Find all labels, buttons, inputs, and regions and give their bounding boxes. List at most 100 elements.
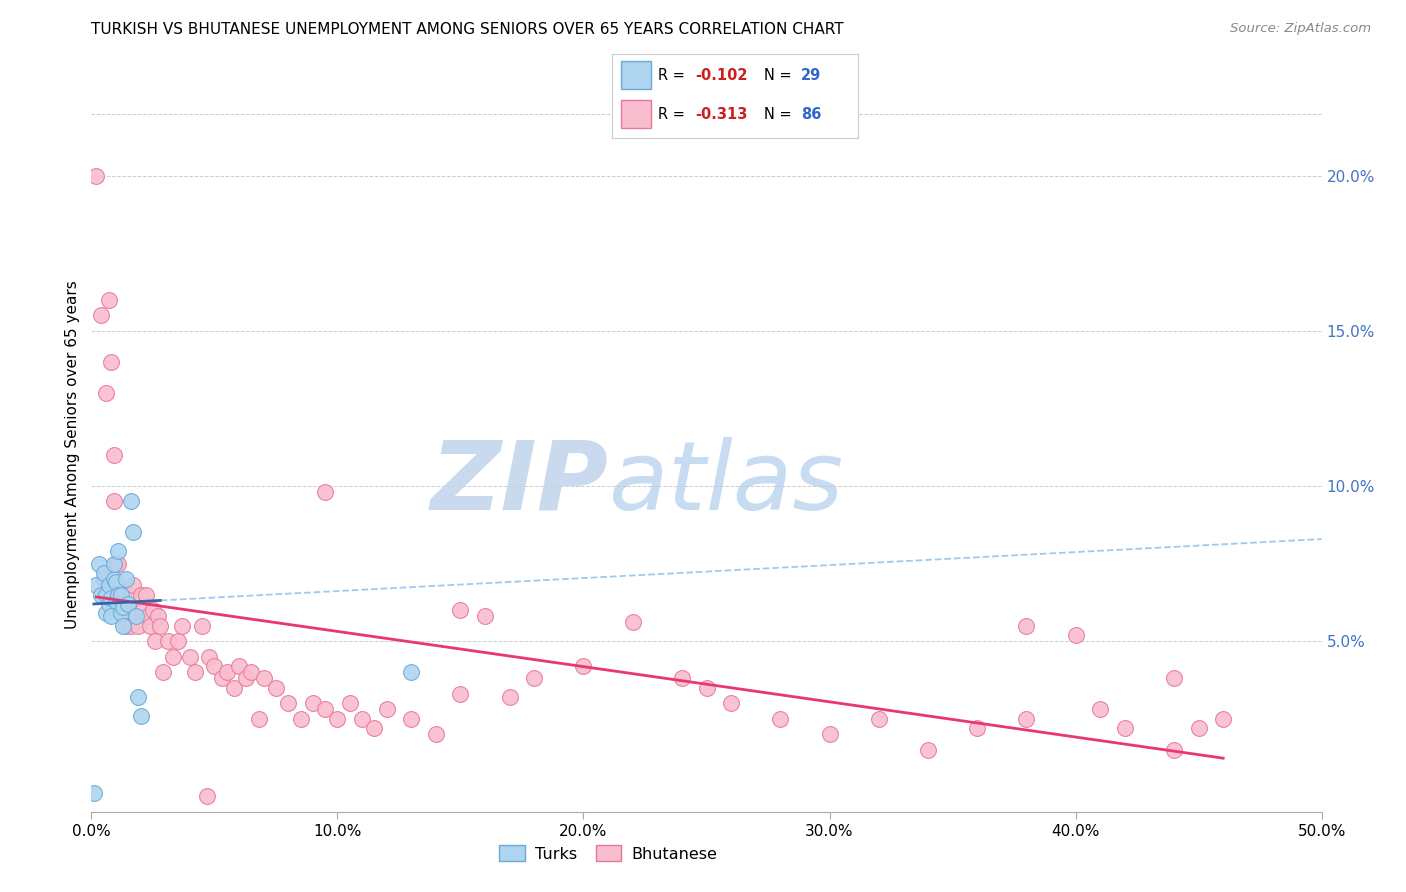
Point <box>152 665 174 679</box>
Point <box>105 557 127 571</box>
Point <box>107 544 129 558</box>
Point <box>917 742 939 756</box>
Point <box>1015 618 1038 632</box>
Point <box>87 557 110 571</box>
Point <box>818 727 841 741</box>
Point <box>112 599 135 614</box>
Point <box>1163 671 1185 685</box>
Point <box>290 712 312 726</box>
Point <box>1163 742 1185 756</box>
Point <box>103 572 125 586</box>
Point <box>105 593 127 607</box>
Y-axis label: Unemployment Among Seniors over 65 years: Unemployment Among Seniors over 65 years <box>65 281 80 629</box>
Text: N =: N = <box>765 107 796 121</box>
Point <box>83 786 105 800</box>
Text: atlas: atlas <box>607 437 844 530</box>
Point <box>86 169 108 183</box>
Text: -0.313: -0.313 <box>696 107 748 121</box>
Point <box>110 606 132 620</box>
Point <box>110 588 132 602</box>
Point <box>339 696 361 710</box>
Text: 86: 86 <box>801 107 821 121</box>
Point <box>114 618 138 632</box>
Point <box>264 681 287 695</box>
Point <box>1088 702 1111 716</box>
Point <box>112 618 135 632</box>
Point <box>103 448 125 462</box>
Point <box>135 588 156 602</box>
Point <box>326 712 349 726</box>
Point <box>127 618 149 632</box>
Point <box>103 494 125 508</box>
Point <box>277 696 299 710</box>
Point <box>103 557 125 571</box>
Text: -0.102: -0.102 <box>696 68 748 83</box>
Point <box>247 712 270 726</box>
Point <box>122 525 145 540</box>
Point <box>107 557 129 571</box>
Point <box>100 609 122 624</box>
Point <box>769 712 792 726</box>
Point <box>110 588 132 602</box>
Point <box>228 659 250 673</box>
Point <box>124 609 146 624</box>
Point <box>93 566 115 580</box>
Text: 29: 29 <box>801 68 821 83</box>
Point <box>100 355 122 369</box>
Point <box>139 618 162 632</box>
Point <box>90 588 112 602</box>
Text: ZIP: ZIP <box>430 437 607 530</box>
Point <box>1015 712 1038 726</box>
Point <box>124 609 146 624</box>
Point <box>202 659 225 673</box>
Point <box>156 634 179 648</box>
Point <box>112 588 135 602</box>
Point <box>868 712 890 726</box>
Point <box>498 690 520 704</box>
Point <box>253 671 276 685</box>
Point <box>215 665 238 679</box>
Point <box>720 696 742 710</box>
Point <box>1187 721 1209 735</box>
Point <box>136 609 159 624</box>
Point <box>235 671 257 685</box>
Point <box>105 575 127 590</box>
Point <box>127 690 149 704</box>
Point <box>425 727 447 741</box>
Text: Source: ZipAtlas.com: Source: ZipAtlas.com <box>1230 22 1371 36</box>
Point <box>523 671 546 685</box>
Legend: Turks, Bhutanese: Turks, Bhutanese <box>494 838 723 868</box>
Point <box>97 597 120 611</box>
Point <box>166 634 188 648</box>
Point <box>211 671 233 685</box>
Point <box>399 712 422 726</box>
Point <box>172 618 194 632</box>
Point <box>93 572 115 586</box>
Point <box>162 649 184 664</box>
Point <box>240 665 263 679</box>
Point <box>120 618 142 632</box>
Point <box>695 681 717 695</box>
Point <box>1114 721 1136 735</box>
Point <box>142 603 165 617</box>
Point <box>97 293 120 307</box>
Point <box>96 588 117 602</box>
Point <box>114 572 138 586</box>
Point <box>117 597 139 611</box>
Point <box>198 649 221 664</box>
Point <box>117 603 139 617</box>
Point <box>145 634 166 648</box>
Point <box>90 308 112 322</box>
Point <box>120 494 142 508</box>
Text: R =: R = <box>658 107 690 121</box>
Point <box>107 588 129 602</box>
Point <box>97 578 120 592</box>
Text: N =: N = <box>765 68 796 83</box>
Point <box>132 603 155 617</box>
Point <box>966 721 988 735</box>
Point <box>314 485 336 500</box>
Point <box>222 681 246 695</box>
Text: R =: R = <box>658 68 690 83</box>
Point <box>352 712 374 726</box>
FancyBboxPatch shape <box>621 62 651 89</box>
